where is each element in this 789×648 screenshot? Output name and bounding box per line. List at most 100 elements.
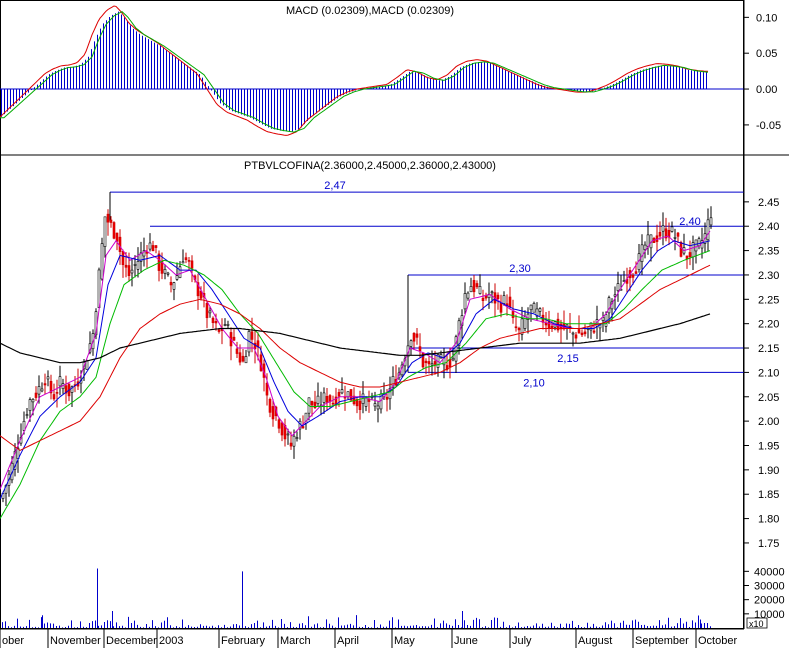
- macd-tick-label: -0.05: [756, 120, 781, 132]
- candle-body: [172, 282, 176, 290]
- candle-body: [508, 296, 512, 308]
- price-tick-label: 2.20: [758, 319, 779, 331]
- candle-body: [448, 358, 452, 368]
- candle-body: [643, 244, 647, 250]
- candle-body: [571, 332, 575, 335]
- candle-body: [55, 392, 59, 394]
- candle-body: [466, 292, 470, 299]
- candle-body: [469, 286, 473, 293]
- candle-body: [265, 382, 269, 396]
- candle-body: [340, 389, 344, 394]
- candle-body: [577, 329, 581, 334]
- candle-body: [127, 265, 131, 276]
- price-panel: 2,47 2,40 2,30 2,15 2,10 2.45 2.40 2.35 2.30 2.25…: [0, 180, 779, 550]
- candle-body: [646, 234, 650, 247]
- candle-body: [670, 226, 674, 232]
- candle-body: [634, 271, 638, 274]
- price-title: PTBVLCOFINA(2.36000,2.45000,2.36000,2.43…: [244, 160, 496, 172]
- candle-body: [502, 295, 506, 304]
- candle-body: [373, 403, 377, 407]
- candle-body: [709, 217, 713, 226]
- candle-body: [433, 361, 437, 365]
- axes: ober November December 2003 February March Apr…: [0, 0, 745, 648]
- candle-body: [496, 294, 500, 300]
- candle-body: [295, 437, 299, 439]
- price-tick-label: 2.25: [758, 294, 779, 306]
- macd-signal-line: [0, 5, 708, 136]
- candle-body: [208, 310, 212, 314]
- candle-body: [214, 321, 218, 324]
- candle-body: [697, 238, 701, 246]
- candle-body: [139, 252, 143, 262]
- candle-body: [310, 400, 314, 406]
- candle-body: [616, 283, 620, 291]
- macd-average-line: [0, 10, 709, 133]
- candle-body: [454, 336, 458, 362]
- candle-body: [532, 303, 536, 313]
- candle-body: [475, 283, 479, 288]
- candle-body: [136, 261, 140, 270]
- candle-body: [481, 297, 485, 301]
- candle-body: [133, 264, 137, 266]
- candle-body: [271, 406, 275, 420]
- candle-body: [190, 260, 194, 269]
- candle-body: [364, 397, 368, 407]
- candle-body: [244, 356, 248, 364]
- month-label: July: [512, 635, 532, 647]
- candle-body: [205, 303, 209, 319]
- candle-body: [46, 376, 50, 380]
- candle-body: [268, 398, 272, 413]
- candle-body: [358, 400, 362, 410]
- volume-unit-box: [746, 617, 768, 629]
- macd-tick-label: 0.00: [756, 84, 777, 96]
- candle-body: [673, 237, 677, 239]
- candle-body: [40, 388, 44, 392]
- candle-body: [64, 385, 68, 394]
- candle-body: [286, 433, 290, 436]
- candle-body: [430, 363, 434, 366]
- month-label: 2003: [159, 635, 183, 647]
- reference-line-label: 2,30: [509, 263, 530, 275]
- candle-body: [337, 392, 341, 397]
- moving-average-line: [0, 313, 711, 364]
- price-tick-label: 1.95: [758, 440, 779, 452]
- candle-body: [100, 243, 104, 280]
- month-label: April: [337, 635, 359, 647]
- month-label: August: [578, 635, 612, 647]
- candle-body: [661, 225, 665, 232]
- price-tick-label: 2.40: [758, 221, 779, 233]
- candle-body: [184, 257, 188, 260]
- month-label: March: [280, 635, 311, 647]
- candle-body: [154, 245, 158, 248]
- candle-body: [130, 269, 134, 274]
- volume-tick-label: 40000: [754, 566, 785, 578]
- candle-body: [544, 322, 548, 326]
- candle-body: [58, 376, 62, 387]
- reference-line-label: 2,15: [557, 353, 578, 365]
- candle-body: [622, 280, 626, 282]
- price-tick-label: 1.80: [758, 514, 779, 526]
- candle-body: [580, 332, 584, 336]
- candle-body: [187, 260, 191, 262]
- moving-average-line: [0, 250, 711, 519]
- moving-average-line: [0, 240, 711, 500]
- price-tick-label: 1.75: [758, 538, 779, 550]
- candle-body: [31, 398, 35, 403]
- reference-line-label: 2,40: [679, 216, 700, 228]
- price-tick-label: 2.30: [758, 270, 779, 282]
- month-label: May: [394, 635, 415, 647]
- candle-body: [679, 242, 683, 257]
- candle-body: [607, 297, 611, 314]
- candle-body: [163, 269, 167, 274]
- candle-body: [583, 331, 587, 335]
- candle-body: [28, 399, 32, 411]
- candle-body: [169, 281, 173, 286]
- candle-body: [175, 275, 179, 280]
- candle-body: [688, 252, 692, 258]
- candle-body: [121, 251, 125, 266]
- price-tick-label: 2.45: [758, 197, 779, 209]
- macd-tick-label: 0.10: [756, 12, 777, 24]
- candle-body: [217, 329, 221, 332]
